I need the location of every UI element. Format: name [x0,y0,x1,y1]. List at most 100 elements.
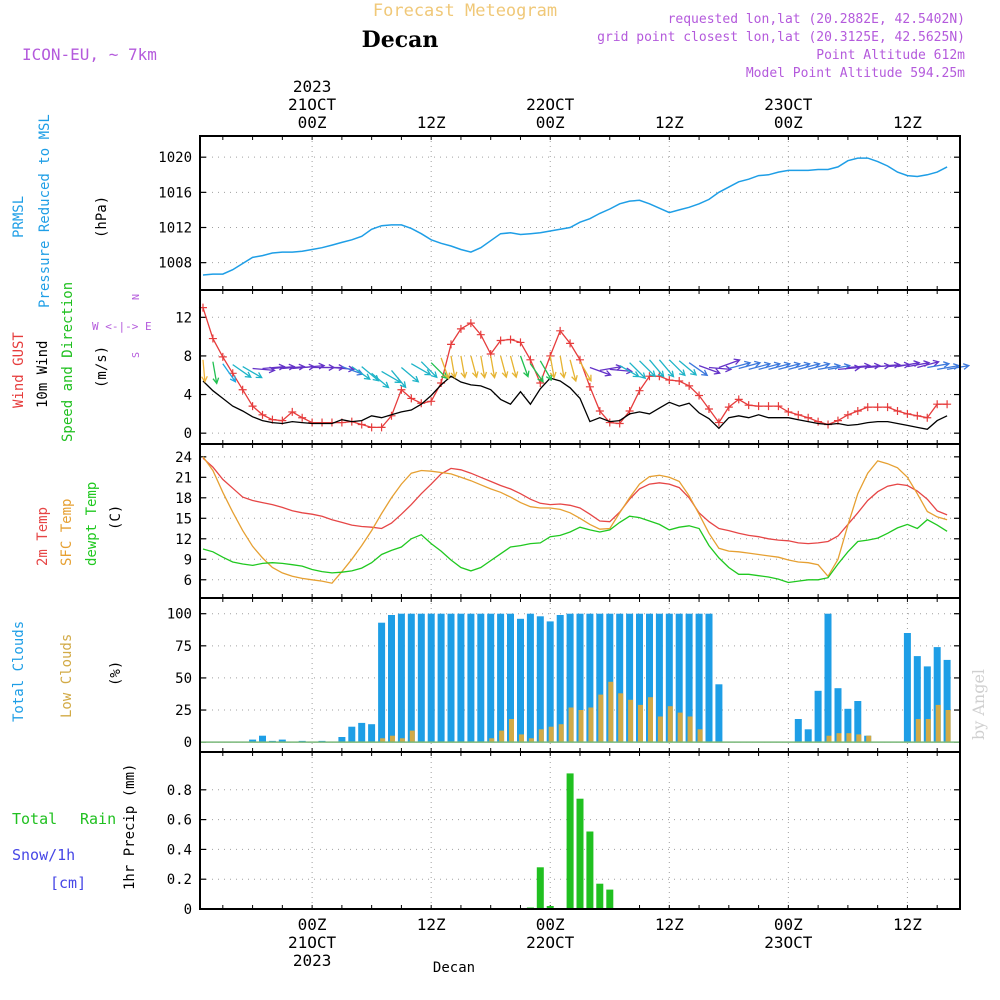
y-tick-label: 12 [175,532,192,548]
gust-marker [417,399,426,408]
gust-marker [883,403,892,412]
bottom-time-label: 21OCT [288,933,337,952]
total-cloud-bar [348,726,356,743]
total-cloud-bar [447,613,455,743]
series-line-sfc-temp [202,456,948,584]
total-cloud-bar [675,613,683,743]
low-cloud-bar [866,735,872,743]
gust-marker [665,376,674,385]
top-time-label: 21OCT [288,95,337,114]
gust-marker [863,403,872,412]
total-cloud-bar [477,613,485,743]
clouds-unit: (%) [108,661,124,686]
gust-marker [208,334,217,343]
gust-marker [556,326,565,335]
temp-sfc-label: SFC Temp [59,499,75,566]
y-tick-label: 12 [175,310,192,326]
top-time-label: 00Z [536,113,565,132]
wind-direction-arrow [678,360,698,376]
gust-marker [407,394,416,403]
total-cloud-bar [943,659,951,743]
low-cloud-bar [915,719,921,743]
gust-marker [843,410,852,419]
top-time-label: 12Z [417,113,446,132]
gust-marker [923,413,932,422]
low-cloud-bar [558,724,564,743]
wind-direction-arrow [282,363,306,371]
gust-marker [635,386,644,395]
bottom-time-label: 12Z [417,915,446,934]
gust-marker [645,372,654,381]
total-cloud-bar [844,708,852,743]
wind-direction-arrow [499,355,509,379]
low-cloud-bar [548,726,554,743]
wind-direction-arrow [272,363,296,371]
y-tick-label: 15 [175,511,192,527]
rain-bar [576,798,584,909]
wind-direction-arrow [639,360,657,378]
gust-marker [685,381,694,390]
total-cloud-bar [358,722,366,743]
wind-direction-arrow [589,366,612,377]
total-cloud-bar [834,688,842,743]
wind-direction-arrow [460,355,468,379]
total-cloud-bar [933,647,941,743]
gust-marker [774,402,783,411]
gust-marker [566,339,575,348]
total-cloud-bar [487,613,495,743]
low-cloud-bar [528,738,534,743]
low-cloud-bar [399,738,405,743]
grid-coords: grid point closest lon,lat (20.3125E, 42… [597,30,965,45]
rain-bar [596,883,604,909]
y-tick-label: 75 [175,639,192,655]
gust-marker [218,352,227,361]
y-tick-label: 0 [184,902,192,918]
series-line-dewpt-temp [202,515,948,584]
gust-marker [298,413,307,422]
total-cloud-bar [586,613,594,743]
y-tick-label: 25 [175,703,192,719]
low-cloud-bar [657,716,663,743]
wind-direction-arrow [629,362,647,380]
precip-unit: 1hr Precip (mm) [122,764,138,890]
total-cloud-bar [576,613,584,743]
low-cloud-bar [409,730,415,743]
total-cloud-bar [824,613,832,743]
gust-marker [714,418,723,427]
total-cloud-bar [259,735,266,743]
y-tick-label: 4 [184,388,192,404]
compass-s: S [131,352,142,358]
gust-marker [754,402,763,411]
wind-gust-label: Wind GUST [11,332,27,408]
gust-marker [248,402,257,411]
top-time-label: 00Z [774,113,803,132]
wind-direction-arrow [877,361,901,369]
total-cloud-bar [715,684,723,743]
total-rain-label: Total [12,810,57,828]
wind-direction-arrow [391,369,407,389]
low-cloud-bar [618,693,624,743]
total-cloud-bar [804,729,812,743]
rain-bar [606,889,614,909]
total-cloud-bar [437,613,445,743]
wind-direction-arrow [490,355,498,379]
low-cloud-bar [578,710,584,743]
low-cloud-bar [608,681,614,743]
y-tick-label: 100 [167,607,192,623]
total-cloud-bar [249,739,257,743]
y-tick-label: 1016 [158,185,192,201]
wind-direction-arrow [410,363,432,376]
panel-frame [199,135,961,291]
low-cloud-bar [628,699,634,743]
total-cloud-bar [526,613,534,743]
total-cloud-bar [655,613,663,743]
wind-direction-arrow [738,360,762,370]
total-cloud-bar [388,615,395,743]
total-cloud-bar [913,656,921,743]
compass-row: W <-|-> E [92,320,152,333]
y-tick-label: 24 [175,450,192,466]
model-altitude: Model Point Altitude 594.25m [746,66,965,81]
chart-title: Forecast Meteogram [373,1,557,21]
wind-direction-arrow [946,363,971,371]
